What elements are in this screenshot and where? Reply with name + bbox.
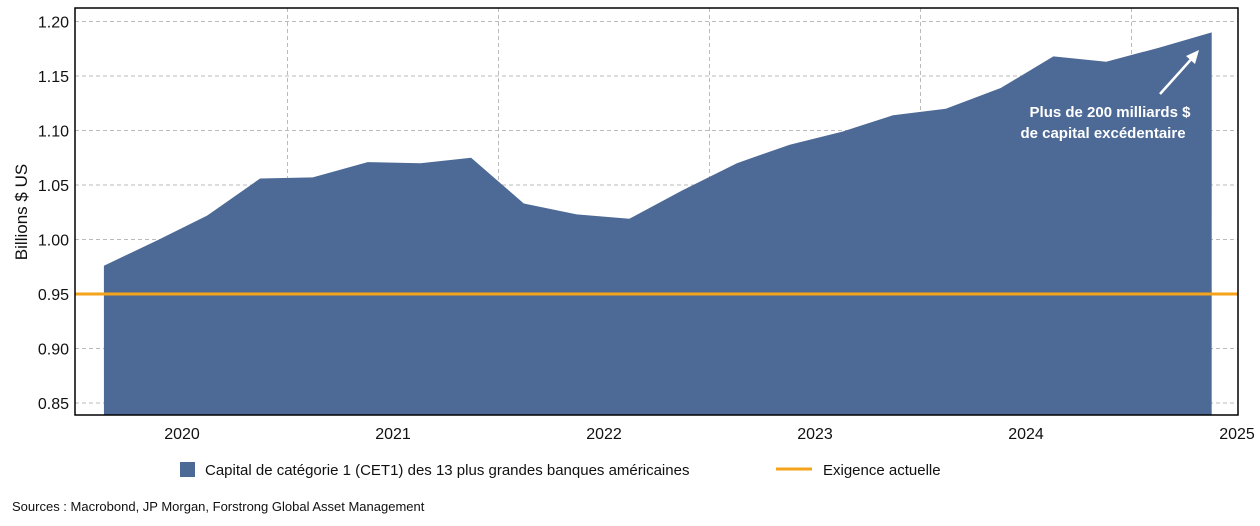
x-tick-label: 2022 xyxy=(586,426,622,443)
y-ticks: 0.85 0.90 0.95 1.00 1.05 1.10 1.15 1.20 xyxy=(38,15,69,414)
annotation-line2: de capital excédentaire xyxy=(1020,125,1185,142)
annotation: Plus de 200 milliards $ de capital excéd… xyxy=(1020,50,1199,142)
cet1-area xyxy=(103,32,1212,416)
legend: Capital de catégorie 1 (CET1) des 13 plu… xyxy=(180,462,941,479)
legend-label-line: Exigence actuelle xyxy=(823,462,941,479)
x-tick-label: 2023 xyxy=(797,426,833,443)
y-tick-label: 1.20 xyxy=(38,15,69,32)
legend-label-area: Capital de catégorie 1 (CET1) des 13 plu… xyxy=(205,462,689,479)
x-tick-label: 2025 xyxy=(1219,426,1255,443)
y-tick-label: 1.00 xyxy=(38,233,69,250)
y-tick-label: 1.15 xyxy=(38,69,69,86)
area-layer xyxy=(103,32,1212,416)
legend-swatch-area xyxy=(180,462,195,477)
x-tick-label: 2021 xyxy=(375,426,411,443)
arrow-head-icon xyxy=(1186,50,1199,64)
y-axis-label: Billions $ US xyxy=(12,164,31,260)
x-tick-label: 2020 xyxy=(164,426,200,443)
annotation-arrow-icon xyxy=(1159,54,1196,95)
x-tick-label: 2024 xyxy=(1008,426,1044,443)
x-ticks: 2020 2021 2022 2023 2024 2025 xyxy=(164,426,1255,443)
y-tick-label: 0.90 xyxy=(38,342,69,359)
annotation-line1: Plus de 200 milliards $ xyxy=(1030,104,1192,121)
y-tick-label: 1.10 xyxy=(38,124,69,141)
plot-frame xyxy=(74,7,1239,416)
y-tick-label: 1.05 xyxy=(38,178,69,195)
source-note: Sources : Macrobond, JP Morgan, Forstron… xyxy=(12,499,425,514)
y-tick-label: 0.95 xyxy=(38,287,69,304)
y-tick-label: 0.85 xyxy=(38,396,69,413)
